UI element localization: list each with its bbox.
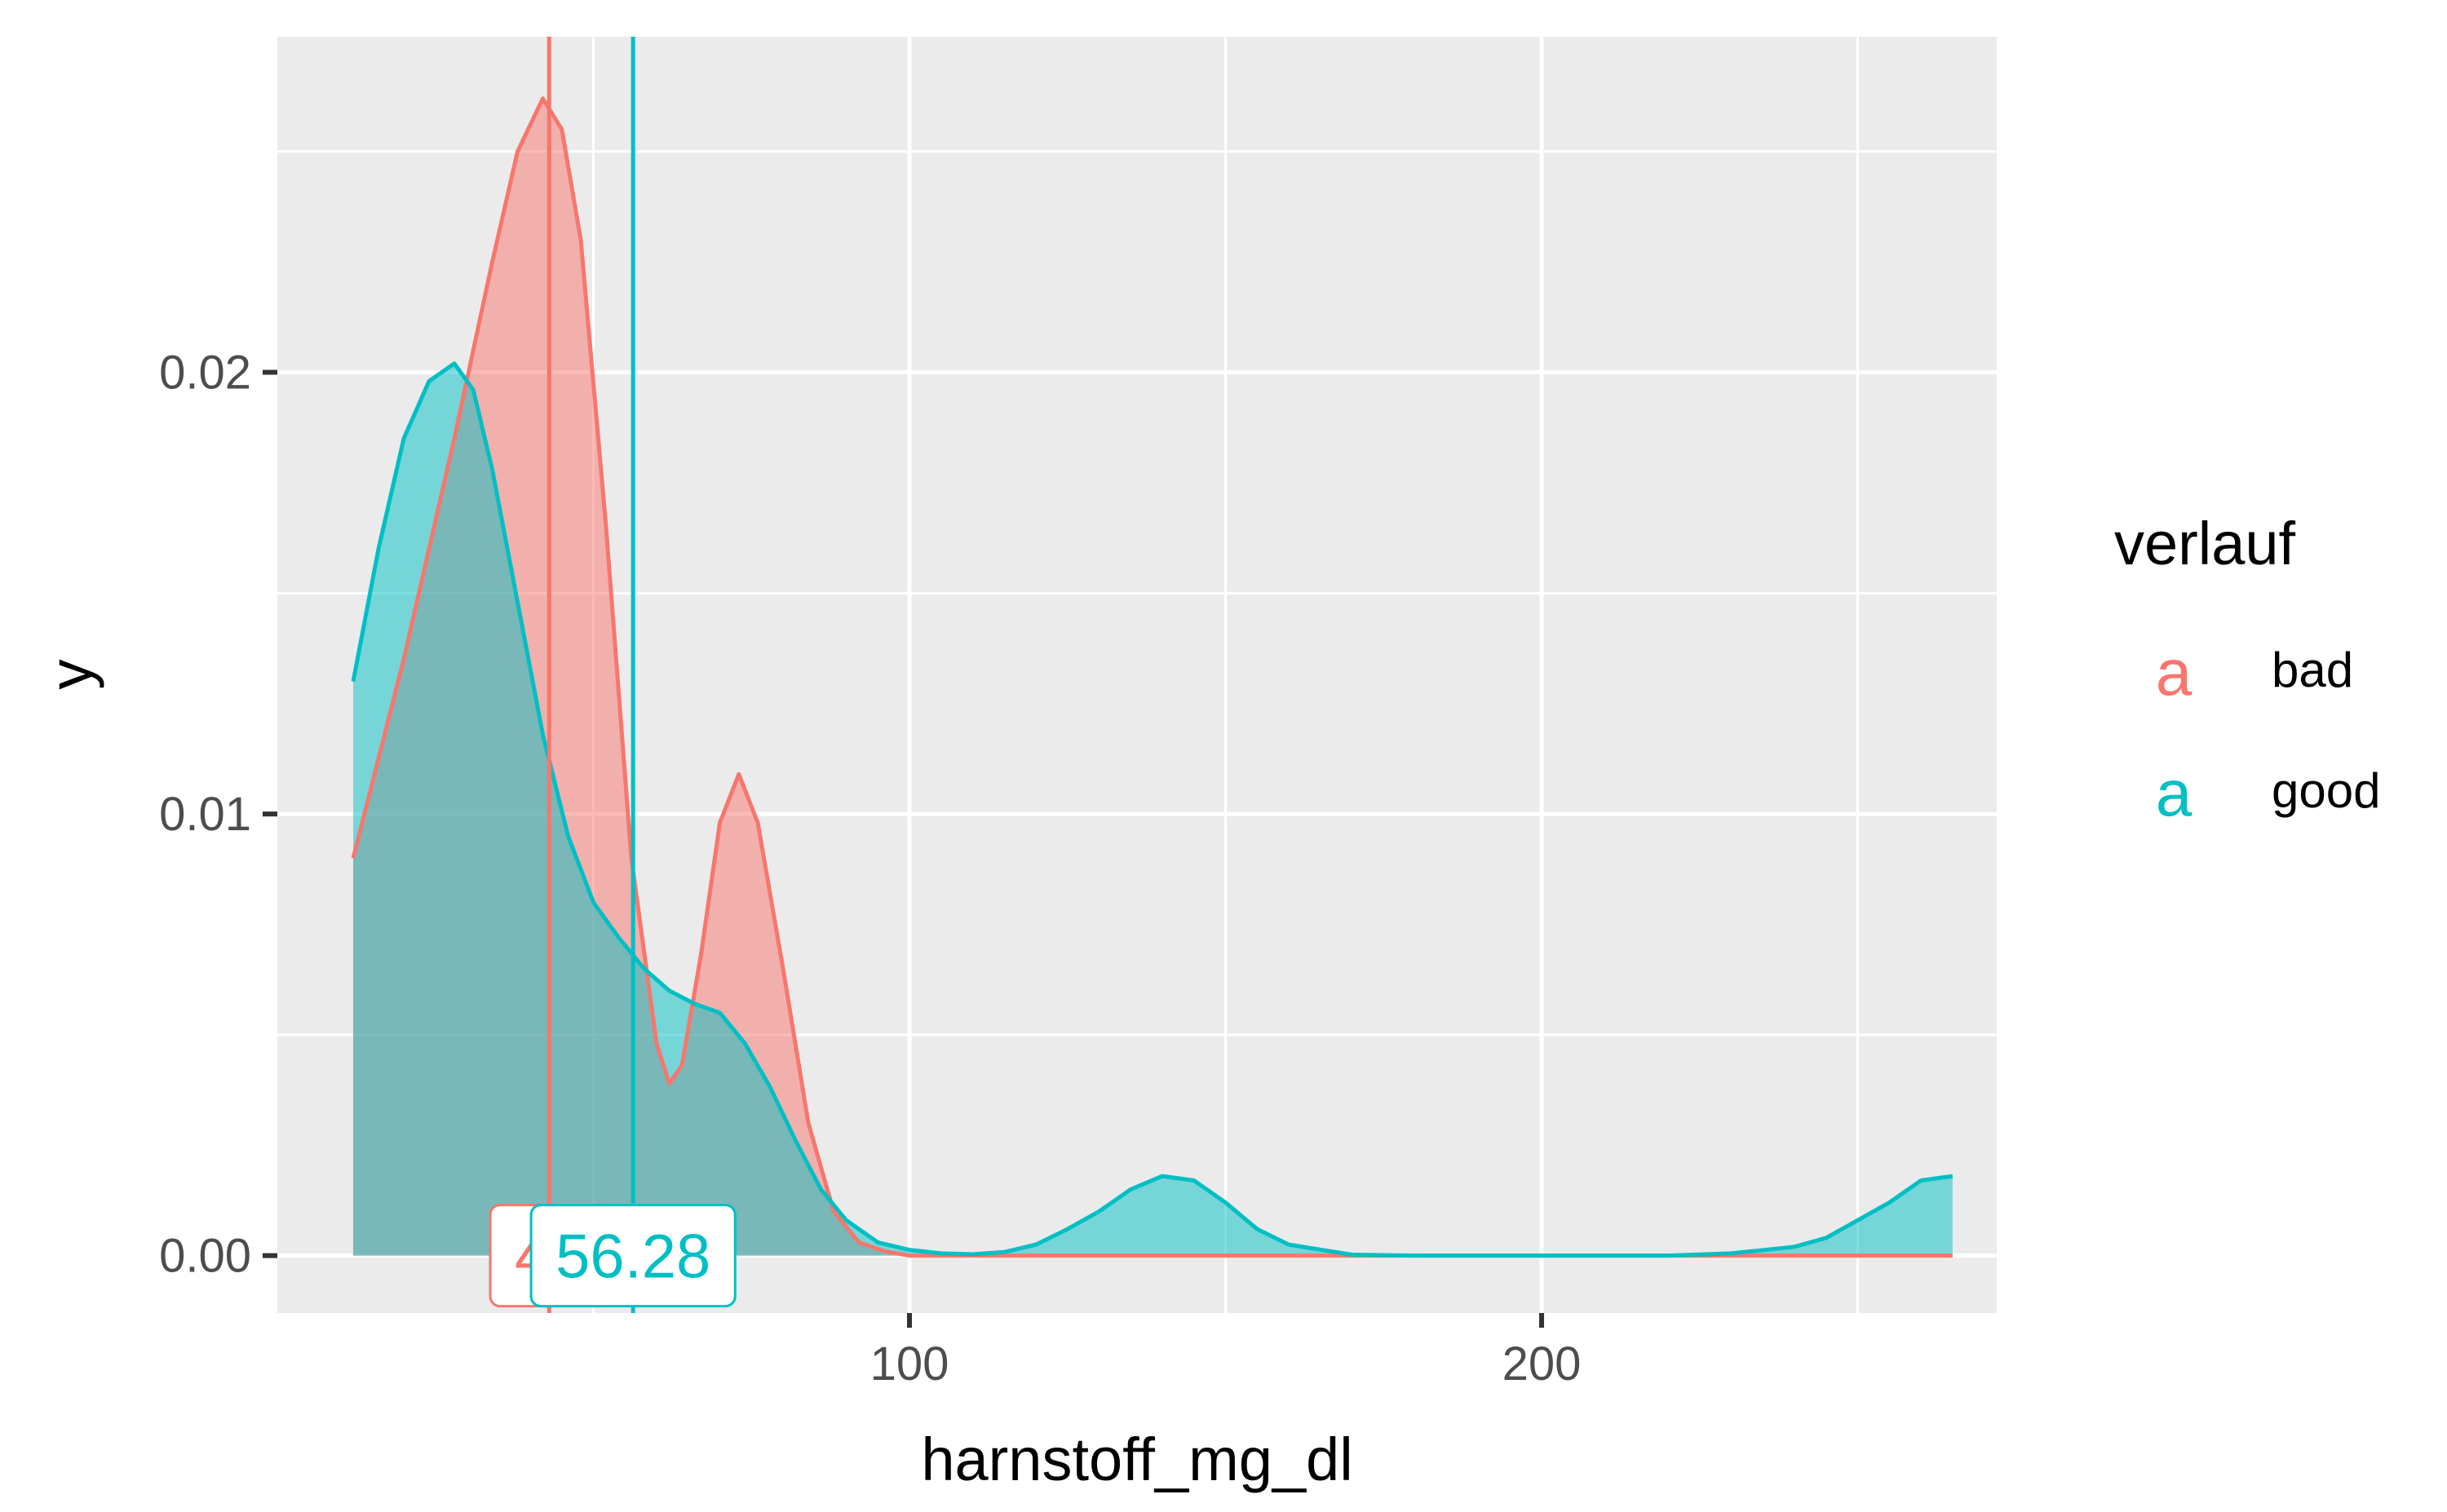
y-tick-label: 0.01	[159, 788, 251, 841]
x-tick-label: 200	[1502, 1337, 1582, 1390]
x-axis: 100 200	[870, 1313, 1582, 1390]
y-axis-title: y	[37, 660, 104, 690]
legend-title: verlauf	[2114, 510, 2296, 577]
mean-label-box-good	[529, 1204, 737, 1308]
x-axis-title: harnstoff_mg_dl	[921, 1426, 1352, 1493]
density-line-good	[351, 361, 1954, 1258]
legend-key-good: a	[2156, 757, 2193, 829]
density-lines	[351, 96, 1954, 1258]
y-tick-label: 0.02	[159, 347, 251, 400]
legend-key-bad: a	[2156, 636, 2193, 709]
mean-labels: 4356.28	[489, 1204, 737, 1308]
mean-lines	[546, 37, 635, 1313]
y-tick-label: 0.00	[159, 1230, 251, 1283]
density-line-bad	[351, 96, 1953, 1258]
x-tick-label: 100	[870, 1337, 949, 1390]
legend-label-good: good	[2272, 763, 2380, 818]
density-area-good	[353, 363, 1953, 1256]
mean-label-good: 56.28	[529, 1204, 737, 1308]
mean-label-text-good: 56.28	[555, 1222, 710, 1292]
density-area-bad	[353, 98, 1953, 1256]
legend-label-bad: bad	[2272, 643, 2353, 697]
density-areas	[353, 98, 1953, 1256]
legend: verlauf a bad a good	[2114, 510, 2380, 829]
y-axis: 0.00 0.01 0.02	[159, 347, 277, 1283]
